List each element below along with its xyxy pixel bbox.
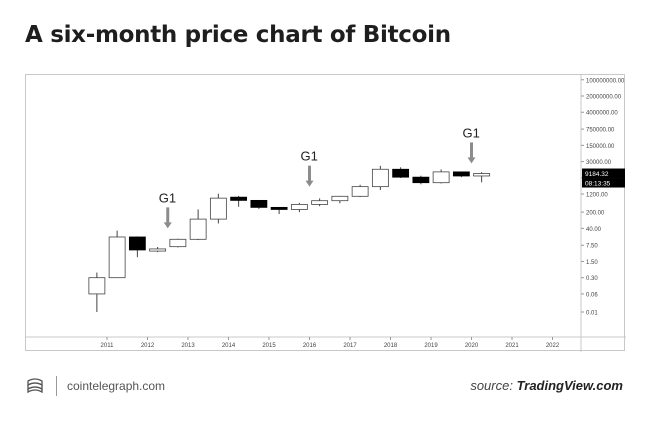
candle [169, 238, 187, 248]
g1-label: G1 [301, 149, 318, 164]
candlestick-series [88, 165, 491, 312]
candle-body [270, 206, 288, 210]
candle [371, 165, 389, 190]
page-title: A six-month price chart of Bitcoin [25, 22, 451, 48]
x-tick-label: 2017 [343, 343, 357, 349]
candle-body [351, 186, 369, 197]
y-tick-label: 1.50 [586, 260, 598, 266]
y-tick-label: 20000000.00 [586, 95, 622, 101]
g1-annotation: G1 [463, 125, 480, 164]
y-tick-label: 0.01 [586, 311, 598, 317]
y-tick-label: 1200.00 [586, 193, 608, 199]
x-axis-ticks: 2011 2012 2013 2014 2015 2016 2017 2018 2019 2020… [101, 337, 560, 349]
source-prefix: source: [470, 378, 517, 393]
candle [452, 171, 470, 178]
candle [331, 195, 349, 204]
candle-body [412, 176, 430, 184]
candle [412, 175, 430, 185]
y-tick-label: 4000000.00 [586, 111, 618, 117]
candle [230, 195, 248, 207]
price-chart[interactable]: 100000000.00 20000000.00 4000000.00 750000.… [25, 74, 626, 352]
candle-body [230, 196, 248, 201]
candle [88, 272, 106, 312]
x-tick-label: 2014 [222, 343, 236, 349]
y-tick-label: 100000000.00 [586, 78, 625, 84]
candle-body [331, 195, 349, 202]
y-axis-ticks: 100000000.00 20000000.00 4000000.00 750000.… [581, 78, 625, 317]
candle-body [452, 171, 470, 177]
candle-body [128, 236, 146, 251]
footer-site-label[interactable]: cointelegraph.com [67, 379, 166, 393]
candle-body [250, 199, 268, 208]
x-tick-label: 2011 [101, 343, 115, 349]
candle [290, 202, 308, 213]
candle-body [108, 236, 126, 279]
last-price-tag [582, 168, 625, 179]
candle-body [290, 203, 308, 210]
y-tick-label: 40.00 [586, 227, 602, 233]
candle [392, 167, 410, 178]
x-tick-label: 2018 [384, 343, 398, 349]
candle [189, 209, 207, 241]
y-tick-label: 200.00 [586, 211, 605, 217]
chart-grid [26, 75, 626, 352]
candle-timer-tag [582, 178, 625, 188]
x-tick-label: 2021 [505, 343, 519, 349]
chart-canvas[interactable]: 100000000.00 20000000.00 4000000.00 750000.… [26, 75, 626, 352]
candle-body [432, 171, 450, 184]
candle [311, 198, 329, 207]
x-tick-label: 2012 [141, 343, 155, 349]
down-arrow-icon [305, 180, 314, 187]
x-tick-label: 2013 [181, 343, 195, 349]
g1-annotation: G1 [159, 190, 176, 229]
candle-body [209, 197, 227, 220]
candle-body [392, 168, 410, 178]
candle [209, 193, 227, 224]
candle [432, 169, 450, 184]
annotations: G1 G1 G1 [159, 125, 480, 229]
x-tick-label: 2020 [465, 343, 479, 349]
y-tick-label: 7.50 [586, 244, 598, 250]
last-price-marker: 9184.32 08:13:35 [582, 168, 625, 188]
g1-annotation: G1 [301, 149, 318, 187]
y-tick-label: 0.06 [586, 292, 598, 298]
g1-label: G1 [159, 190, 176, 205]
y-tick-label: 30000.00 [586, 160, 612, 166]
candle-body [189, 218, 207, 240]
candle-timer-value: 08:13:35 [585, 181, 611, 188]
candle [270, 206, 288, 215]
candle [351, 184, 369, 198]
x-tick-label: 2019 [424, 343, 438, 349]
candle-body [88, 277, 106, 295]
candle [250, 199, 268, 209]
candle [128, 236, 146, 258]
down-arrow-icon [467, 157, 476, 164]
candle [473, 172, 491, 183]
x-tick-label: 2016 [303, 343, 317, 349]
candle-body [371, 168, 389, 188]
down-arrow-icon [163, 222, 172, 229]
candle-body [311, 200, 329, 205]
cointelegraph-logo-icon [27, 378, 43, 394]
candle-body [149, 248, 167, 252]
candle [149, 246, 167, 253]
candle-body [473, 173, 491, 177]
last-price-value: 9184.32 [585, 171, 609, 178]
g1-label: G1 [463, 125, 480, 140]
source-name[interactable]: TradingView.com [516, 378, 623, 393]
x-tick-label: 2015 [262, 343, 276, 349]
candle-body [169, 238, 187, 248]
x-tick-label: 2022 [546, 343, 560, 349]
footer-divider [56, 376, 57, 396]
footer-source: source: TradingView.com [470, 378, 623, 393]
candle [108, 230, 126, 279]
y-tick-label: 150000.00 [586, 144, 615, 150]
y-tick-label: 0.30 [586, 276, 598, 282]
y-tick-label: 750000.00 [586, 128, 615, 134]
